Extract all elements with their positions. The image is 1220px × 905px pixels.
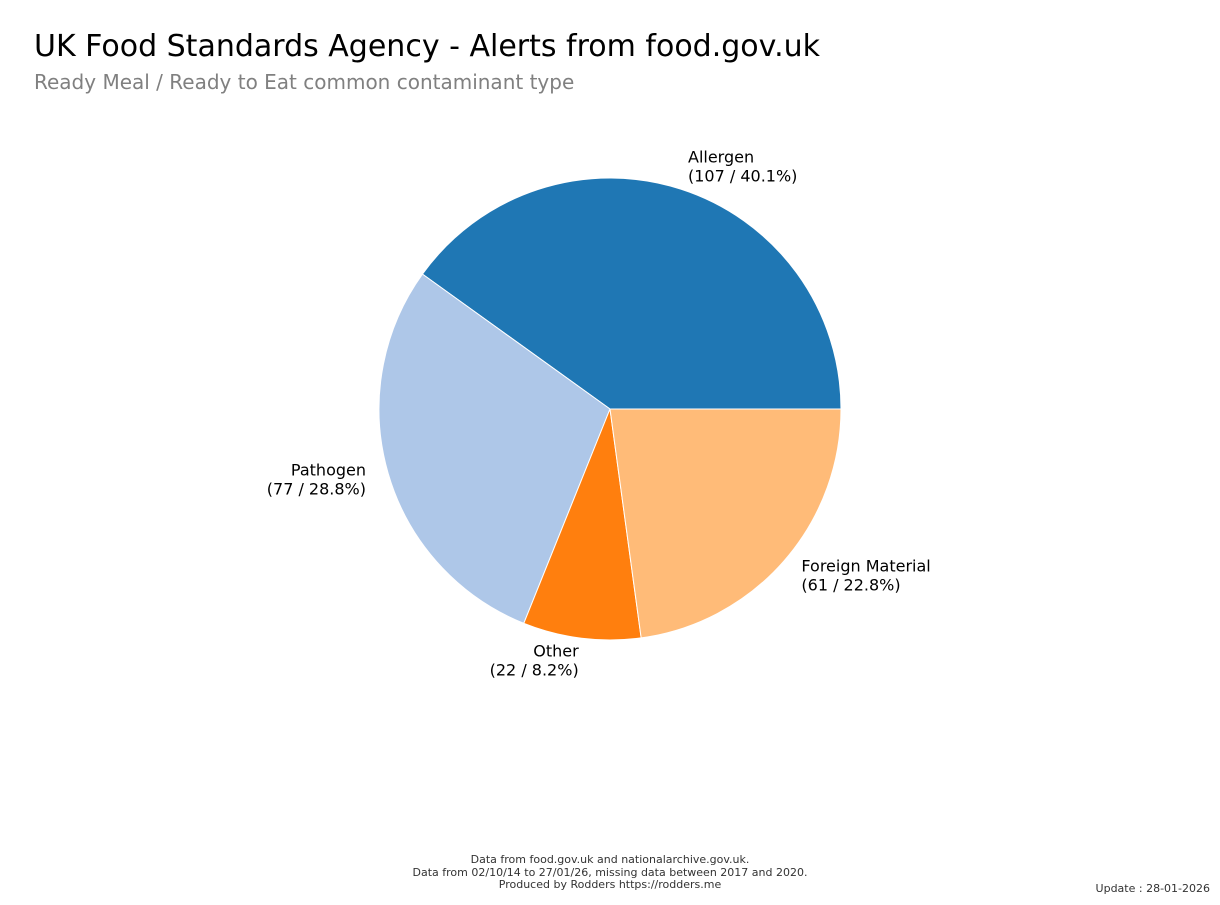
footer-date-range-line: Data from 02/10/14 to 27/01/26, missing … xyxy=(412,865,808,879)
pie-slice-foreign-material xyxy=(609,408,842,639)
slice-label-pathogen: Pathogen (77 / 28.8%) xyxy=(267,460,366,498)
slice-label-foreign-material: Foreign Material (61 / 22.8%) xyxy=(801,557,930,595)
chart-title: UK Food Standards Agency - Alerts from f… xyxy=(34,29,820,64)
chart-subtitle: Ready Meal / Ready to Eat common contami… xyxy=(34,70,575,94)
footer-notes: Data from food.gov.uk and nationalarchiv… xyxy=(0,853,1220,892)
slice-label-allergen: Allergen (107 / 40.1%) xyxy=(688,148,797,186)
pie-slice-allergen xyxy=(421,177,842,410)
pie-slice-other xyxy=(523,408,642,641)
footer-source-line: Data from food.gov.uk and nationalarchiv… xyxy=(470,853,750,866)
slice-label-other: Other (22 / 8.2%) xyxy=(490,642,579,680)
pie-slices xyxy=(378,177,842,641)
pie-labels: Allergen (107 / 40.1%) Pathogen (77 / 28.8%… xyxy=(267,148,931,680)
update-date: Update : 28-01-2026 xyxy=(1095,882,1210,895)
footer-credit-line: Produced by Rodders https://rodders.me xyxy=(498,878,722,891)
pie-slice-pathogen xyxy=(378,273,611,624)
